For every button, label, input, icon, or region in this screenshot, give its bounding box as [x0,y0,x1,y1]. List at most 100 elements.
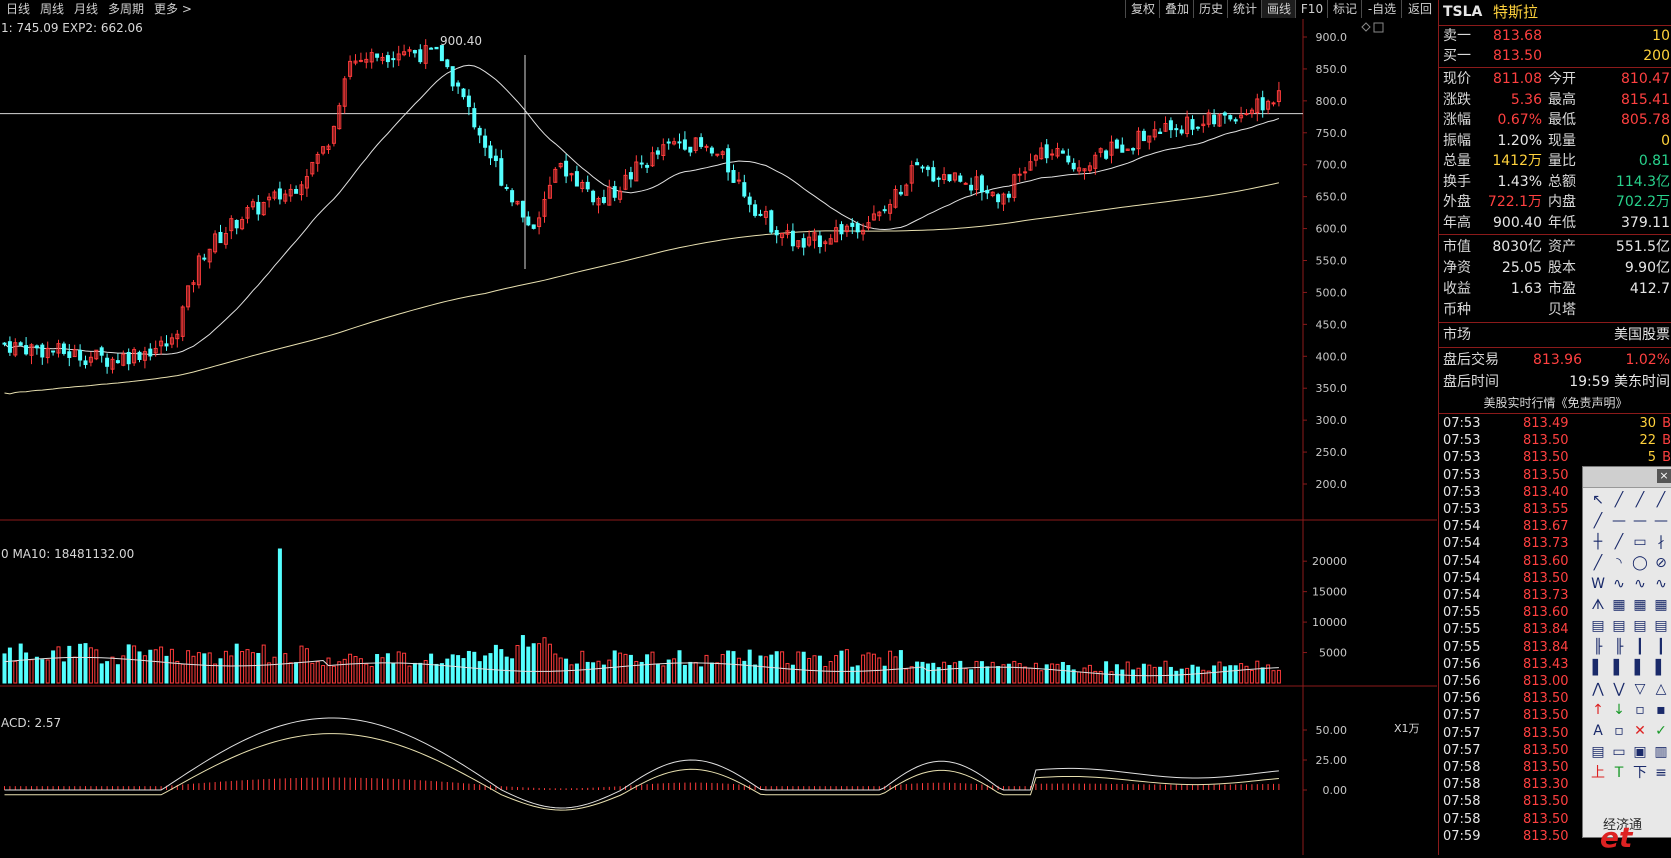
tick-row: 07:54 813.73 [1443,588,1569,603]
drawing-tool-palette[interactable]: × ↖ ╱ ╱ ╱ ╱ — — — ┼ ╱ ▭ ∤ ╱ ◝ ◯ ⊘ W ∿ ∿ ∿ ᗑ ▦ ▦ ▦ ▤ ▤ ▤ ▤ ╟ ╟ ┃ ┃ ▌ ▌ ▌ ▌ ⋀ ⋁… [1582,466,1671,838]
draw-tool-1-1-icon[interactable]: — [1612,513,1626,529]
draw-tool-13-2-icon[interactable]: 下 [1633,765,1647,781]
adjust-button[interactable]: 复权 [1125,0,1160,18]
fundamental-row: 净资 25.05 股本 9.90亿 [1443,260,1670,276]
draw-tool-6-1-icon[interactable]: ▤ [1612,618,1626,634]
draw-tool-12-1-icon[interactable]: ▭ [1612,744,1626,760]
draw-tool-2-2-icon[interactable]: ▭ [1633,534,1647,550]
draw-tool-4-0-icon[interactable]: W [1591,576,1605,592]
draw-tool-9-2-icon[interactable]: ▽ [1634,681,1646,697]
tab-daily[interactable]: 日线 [6,2,31,16]
draw-tool-7-2-icon[interactable]: ┃ [1635,639,1645,655]
draw-tool-12-2-icon[interactable]: ▣ [1633,744,1647,760]
draw-tool-3-2-icon[interactable]: ◯ [1632,555,1648,571]
back-button[interactable]: 返回 [1401,0,1438,18]
draw-tool-8-3-icon[interactable]: ▌ [1655,660,1667,676]
f10-button[interactable]: F10 [1295,0,1328,18]
draw-tool-11-3-icon[interactable]: ✓ [1655,723,1667,739]
draw-tool-6-3-icon[interactable]: ▤ [1654,618,1668,634]
draw-tool-12-3-icon[interactable]: ▥ [1654,744,1668,760]
draw-tool-9-0-icon[interactable]: ⋀ [1592,681,1604,697]
palette-titlebar[interactable]: × [1583,467,1671,488]
draw-tool-11-2-icon[interactable]: ✕ [1634,723,1646,739]
draw-tool-0-1-icon[interactable]: ╱ [1614,492,1624,508]
ticks-title[interactable]: 美股实时行情《免责声明》 [1483,396,1628,410]
close-icon[interactable]: × [1657,469,1671,483]
draw-tool-4-1-icon[interactable]: ∿ [1613,576,1625,592]
draw-tool-2-3-icon[interactable]: ∤ [1657,534,1665,550]
draw-tool-13-0-icon[interactable]: 上 [1591,765,1605,781]
draw-tool-12-0-icon[interactable]: ▤ [1591,744,1605,760]
draw-tool-11-0-icon[interactable]: A [1593,723,1603,739]
draw-tool-7-0-icon[interactable]: ╟ [1593,639,1603,655]
draw-tool-5-2-icon[interactable]: ▦ [1633,597,1647,613]
draw-tool-6-0-icon[interactable]: ▤ [1591,618,1605,634]
draw-tool-13-1-icon[interactable]: T [1614,765,1624,781]
volume-bar [256,652,261,684]
candle-body [483,135,488,148]
volume-bar [294,662,299,684]
draw-tool-5-1-icon[interactable]: ▦ [1612,597,1626,613]
draw-tool-10-1-icon[interactable]: ↓ [1613,702,1625,718]
candle-body [288,188,293,197]
candle-body [1141,130,1146,142]
price-tick-label: 200.0 [1316,478,1348,491]
draw-tool-10-2-icon[interactable]: ▫ [1635,702,1645,718]
draw-tool-7-3-icon[interactable]: ┃ [1656,639,1666,655]
draw-tool-2-0-icon[interactable]: ┼ [1593,534,1603,550]
draw-tool-13-3-icon[interactable]: ≡ [1655,765,1667,781]
candle-body [623,174,628,190]
draw-tool-0-3-icon[interactable]: ╱ [1656,492,1666,508]
stats-button[interactable]: 统计 [1227,0,1262,18]
draw-tool-8-2-icon[interactable]: ▌ [1634,660,1646,676]
draw-tool-2-1-icon[interactable]: ╱ [1614,534,1624,550]
draw-tool-4-2-icon[interactable]: ∿ [1634,576,1646,592]
draw-line-button[interactable]: 画线 [1261,0,1296,18]
remove-watchlist-button[interactable]: -自选 [1361,0,1402,18]
volume-bar [342,658,347,684]
tab-monthly[interactable]: 月线 [74,2,99,16]
overlay-button[interactable]: 叠加 [1159,0,1194,18]
draw-tool-6-2-icon[interactable]: ▤ [1633,618,1647,634]
tab-multi-period[interactable]: 多周期 [108,2,145,16]
draw-tool-4-3-icon[interactable]: ∿ [1655,576,1667,592]
draw-tool-10-0-icon[interactable]: ↑ [1592,702,1604,718]
macd-lines [4,717,1280,811]
tick-row: 07:53 813.49 30 B [1443,416,1671,431]
candle-body [256,201,261,215]
chart-canvas[interactable]: 900.0 850.0 800.0 750.0 700.0 650.0 600.0 550.0… [0,19,1437,855]
candle-body [1158,131,1163,134]
draw-tool-11-1-icon[interactable]: ▫ [1614,723,1624,739]
draw-tool-9-3-icon[interactable]: △ [1655,681,1667,697]
quote-value: 5.36 [1510,91,1542,108]
draw-tool-3-1-icon[interactable]: ◝ [1616,555,1622,571]
draw-tool-3-3-icon[interactable]: ⊘ [1655,555,1667,571]
volume-bar [537,643,542,684]
candle-body [385,55,390,63]
draw-tool-5-0-icon[interactable]: ᗑ [1591,597,1605,613]
draw-tool-1-3-icon[interactable]: — [1654,513,1668,529]
kline-chart-area[interactable]: 900.0 850.0 800.0 750.0 700.0 650.0 600.0 550.0… [0,19,1437,855]
draw-tool-1-2-icon[interactable]: — [1633,513,1647,529]
draw-tool-1-0-icon[interactable]: ╱ [1593,513,1603,529]
draw-tool-8-0-icon[interactable]: ▌ [1592,660,1604,676]
draw-tool-0-2-icon[interactable]: ╱ [1635,492,1645,508]
draw-tool-10-3-icon[interactable]: ▪ [1656,702,1666,718]
scroll-corner-icon[interactable] [1373,22,1384,33]
diamond-icon[interactable] [1361,22,1371,32]
volume-bar [1120,669,1125,684]
draw-tool-7-1-icon[interactable]: ╟ [1614,639,1624,655]
draw-tool-8-1-icon[interactable]: ▌ [1613,660,1625,676]
draw-tool-3-0-icon[interactable]: ╱ [1593,555,1603,571]
tab-more[interactable]: 更多 > [154,2,192,16]
history-button[interactable]: 历史 [1193,0,1228,18]
volume-bar [369,666,374,684]
tab-weekly[interactable]: 周线 [40,2,65,16]
draw-tool-5-3-icon[interactable]: ▦ [1654,597,1668,613]
mark-button[interactable]: 标记 [1327,0,1362,18]
draw-tool-0-0-icon[interactable]: ↖ [1592,492,1604,508]
draw-tool-9-1-icon[interactable]: ⋁ [1613,681,1625,697]
volume-bar [547,643,552,684]
volume-bar [1212,665,1217,684]
candle-body [132,349,137,364]
